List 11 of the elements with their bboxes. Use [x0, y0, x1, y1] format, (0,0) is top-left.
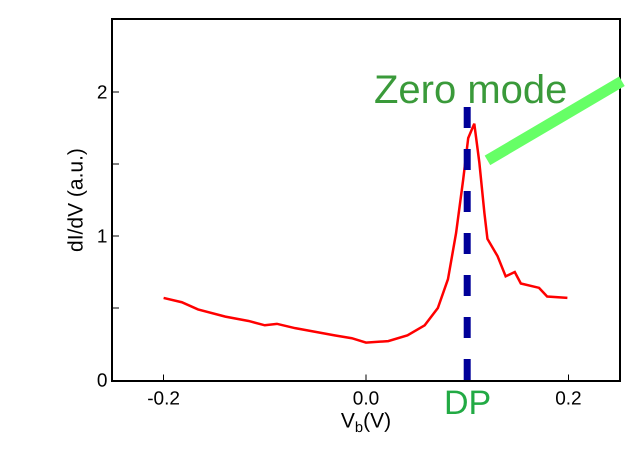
y-tick-label: 0	[96, 370, 108, 392]
y-axis-title: dI/dV (a.u.)	[64, 148, 88, 252]
ref-line-label: DP	[444, 384, 492, 422]
line-series	[162, 122, 569, 344]
x-axis-title: V$_{b}$(V)	[340, 410, 392, 436]
x-tick-label: 0.0	[352, 388, 380, 410]
y-tick-label: 1	[96, 226, 108, 248]
x-tick-label: -0.2	[147, 388, 180, 410]
y-tick-label: 2	[96, 82, 108, 104]
x-tick-label: 0.2	[555, 388, 582, 410]
annotation: Zero mode	[374, 68, 568, 112]
